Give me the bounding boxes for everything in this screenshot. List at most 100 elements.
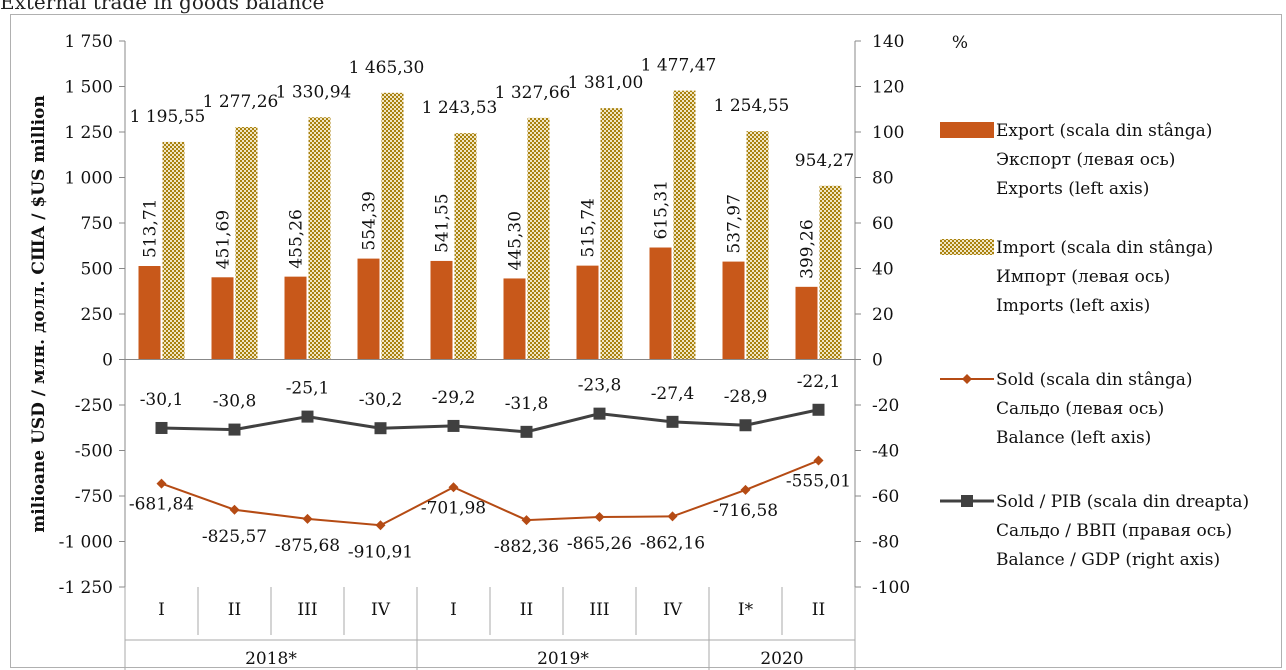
left-axis-tick-label: 1 250 [64, 123, 113, 143]
export-value-label: 537,97 [725, 194, 745, 253]
export-value-label: 541,55 [433, 193, 453, 252]
category-label: I [450, 600, 457, 620]
balance-value-label: -865,26 [567, 534, 632, 554]
right-axis-tick-label: 100 [872, 123, 904, 143]
export-value-label: 554,39 [360, 191, 380, 250]
right-axis-tick-label: 120 [872, 78, 904, 98]
balance-gdp-value-label: -30,8 [213, 392, 257, 412]
balance-point [740, 484, 751, 495]
export-value-label: 451,69 [214, 210, 234, 269]
export-value-label: 399,26 [798, 219, 818, 278]
import-bar [819, 185, 842, 360]
balance-value-label: -825,57 [202, 527, 267, 547]
balance-gdp-point [666, 415, 679, 428]
balance-gdp-point [739, 419, 752, 432]
balance-gdp-value-label: -23,8 [578, 376, 622, 396]
import-bar [308, 117, 331, 360]
left-axis-tick-label: -750 [75, 487, 113, 507]
balance-gdp-value-label: -29,2 [432, 388, 476, 408]
balance-gdp-point [374, 422, 387, 435]
balance-value-label: -701,98 [421, 498, 486, 518]
balance-gdp-point [520, 425, 533, 438]
category-label: II [228, 600, 241, 620]
import-value-label: 1 254,55 [714, 96, 790, 116]
right-axis-title: % [952, 33, 968, 53]
left-axis-tick-label: -1 250 [59, 578, 113, 598]
balance-value-label: -716,58 [713, 501, 778, 521]
balance-gdp-point [228, 423, 241, 436]
legend-entry-text: Импорт (левая ось) [996, 267, 1170, 287]
legend-entry-text: Exports (left axis) [996, 179, 1149, 199]
export-value-label: 455,26 [287, 209, 307, 268]
category-label: IV [371, 600, 391, 620]
export-bar [284, 276, 307, 360]
legend-entry-text: Sold / PIB (scala din dreapta) [996, 492, 1249, 512]
legend-entry-text: Imports (left axis) [996, 296, 1150, 316]
category-label: III [589, 600, 609, 620]
right-axis-tick-label: 40 [872, 260, 894, 280]
export-bar [357, 258, 380, 360]
left-axis-tick-label: 1 750 [64, 32, 113, 52]
export-bar [138, 266, 161, 360]
export-bar [430, 260, 453, 360]
legend-entry-text: Import (scala din stânga) [996, 238, 1213, 258]
balance-point [594, 511, 605, 522]
right-axis-tick-label: 60 [872, 214, 894, 234]
import-bar [673, 90, 696, 360]
import-value-label: 1 243,53 [422, 98, 498, 118]
import-bar [381, 92, 404, 360]
chart-title: External trade in goods balance [0, 0, 325, 14]
left-axis-tick-label: -500 [75, 442, 113, 462]
import-bar [235, 127, 258, 360]
balance-value-label: -555,01 [786, 472, 851, 492]
export-bar [503, 278, 526, 360]
import-bar [600, 108, 623, 360]
right-axis-tick-label: -40 [872, 442, 899, 462]
legend-entry-text: Экспорт (левая ось) [996, 150, 1175, 170]
import-value-label: 954,27 [795, 151, 854, 171]
import-bar [162, 141, 185, 360]
left-axis-tick-label: 1 000 [64, 169, 113, 189]
balance-gdp-point [301, 410, 314, 423]
left-axis-tick-label: -1 000 [59, 533, 113, 553]
balance-gdp-value-label: -30,2 [359, 390, 403, 410]
balance-point [813, 455, 824, 466]
import-value-label: 1 327,66 [495, 83, 571, 103]
balance-gdp-point [593, 407, 606, 420]
balance-point [667, 511, 678, 522]
balance-value-label: -862,16 [640, 533, 705, 553]
import-value-label: 1 195,55 [130, 107, 206, 127]
balance-line [161, 459, 819, 527]
balance-point [375, 520, 386, 531]
legend-entry-text: Сальдо / ВВП (правая ось) [996, 521, 1232, 541]
import-value-label: 1 330,94 [276, 82, 352, 102]
balance-gdp-point [447, 419, 460, 432]
right-axis-tick-label: -20 [872, 396, 899, 416]
balance-gdp-point [812, 403, 825, 416]
export-value-label: 445,30 [506, 211, 526, 270]
category-label: I [158, 600, 165, 620]
category-label: I* [738, 600, 754, 620]
group-label: 2020 [760, 649, 803, 669]
import-value-label: 1 477,47 [641, 56, 717, 76]
balance-gdp-value-label: -27,4 [651, 384, 695, 404]
right-axis-tick-label: 20 [872, 305, 894, 325]
left-axis-tick-label: 0 [102, 351, 113, 371]
import-bar [527, 117, 550, 360]
balance-gdp-line [161, 408, 819, 434]
balance-value-label: -681,84 [129, 495, 194, 515]
legend-entry-text: Balance / GDP (right axis) [996, 550, 1220, 570]
import-bar [454, 133, 477, 360]
balance-value-label: -882,36 [494, 537, 559, 557]
left-axis-tick-label: 500 [81, 260, 113, 280]
export-bar [722, 261, 745, 360]
left-axis-tick-label: 750 [81, 214, 113, 234]
legend-entry-text: Sold (scala din stânga) [996, 370, 1193, 390]
right-axis-tick-label: 0 [872, 351, 883, 371]
right-axis-tick-label: -80 [872, 533, 899, 553]
left-axis-title: milioane USD / млн. долл. США / $US mill… [29, 95, 49, 533]
category-label: IV [663, 600, 683, 620]
chart-frame [10, 14, 1282, 668]
import-bar [746, 131, 769, 360]
category-label: II [812, 600, 825, 620]
